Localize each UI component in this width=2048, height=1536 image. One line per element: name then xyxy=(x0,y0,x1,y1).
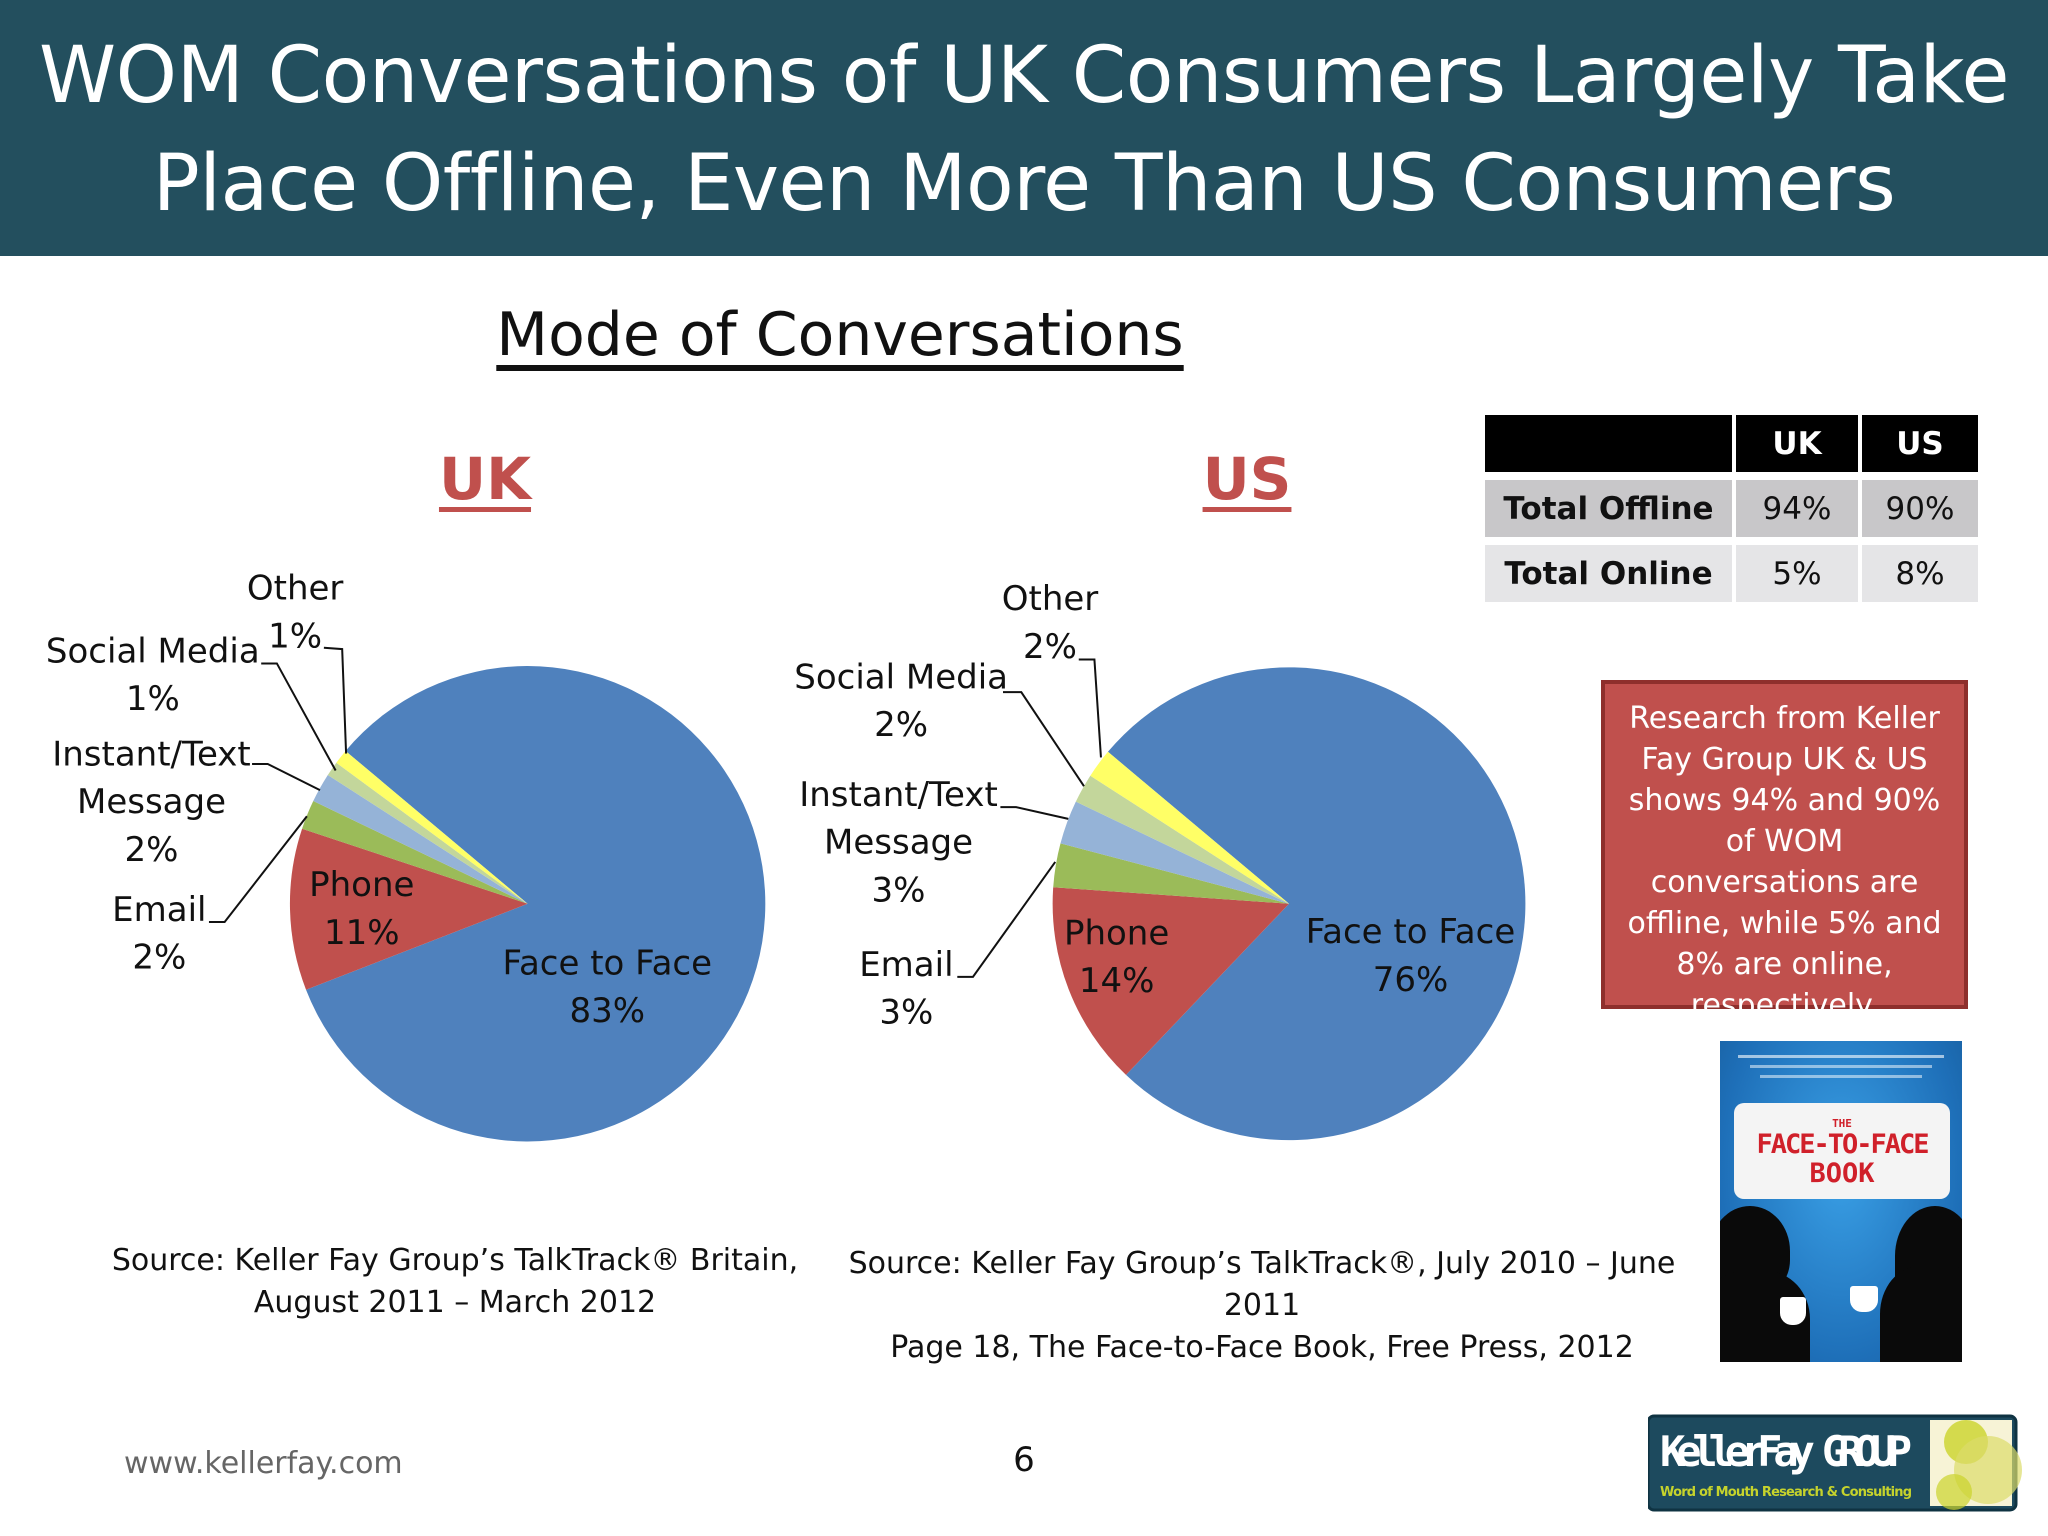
pie-slice-phone xyxy=(289,828,528,990)
uk-source-line-2: August 2011 – March 2012 xyxy=(253,1285,657,1320)
kellerfay-logo: KellerFay GROUP Word of Mouth Research &… xyxy=(1648,1414,2022,1512)
pie-slice-face-to-face xyxy=(306,666,766,1142)
leader-line xyxy=(1003,691,1085,787)
uk-value: 5% xyxy=(1736,545,1858,602)
summary-header-blank xyxy=(1485,415,1732,472)
leader-line xyxy=(1078,658,1102,758)
slide-title-line-1: WOM Conversations of UK Consumers Largel… xyxy=(39,31,2009,121)
summary-header-us: US xyxy=(1862,415,1978,472)
us-source-line-2: Page 18, The Face-to-Face Book, Free Pre… xyxy=(890,1330,1634,1365)
summary-header-uk: UK xyxy=(1736,415,1858,472)
data-label-social-media: Social Media 2% xyxy=(794,658,1008,746)
data-label-face-to-face: Face to Face 83% xyxy=(503,944,713,1032)
row-label: Total Offline xyxy=(1485,480,1732,537)
title-banner xyxy=(0,0,2048,256)
data-label-phone: Phone 11% xyxy=(309,865,414,953)
us-source: Source: Keller Fay Group’s TalkTrack®, J… xyxy=(812,1243,1712,1369)
slide-title-line-2: Place Offline, Even More Than US Consume… xyxy=(152,139,1896,229)
data-label-instant-text-message: Instant/Text Message 2% xyxy=(52,735,251,870)
cover-blurb-line xyxy=(1760,1075,1922,1078)
footer-url[interactable]: www.kellerfay.com xyxy=(124,1446,403,1481)
data-label-email: Email 2% xyxy=(112,890,206,978)
cover-title-2: BOOK xyxy=(1809,1158,1875,1189)
research-callout: Research from Keller Fay Group UK & US s… xyxy=(1601,680,1968,1023)
summary-row-online: Total Online 5% 8% xyxy=(1485,545,1978,602)
pie-slice-instant-text-message xyxy=(313,774,528,904)
pie-slice-other xyxy=(336,750,528,904)
summary-table: UK US Total Offline 94% 90% Total Online… xyxy=(1481,407,1982,610)
uk-value: 94% xyxy=(1736,480,1858,537)
pie-us: Face to Face 76% Phone 14% Email 3% Instant/Te… xyxy=(794,579,1526,1141)
leader-line xyxy=(323,646,348,754)
leader-line xyxy=(1000,806,1069,820)
cover-the: THE xyxy=(1832,1117,1852,1130)
summary-header-row: UK US xyxy=(1485,415,1978,472)
book-cover-image: THE FACE-TO-FACE BOOK xyxy=(1720,1041,1962,1362)
silhouette-body-right xyxy=(1880,1266,1962,1362)
data-label-other: Other 2% xyxy=(1002,579,1099,667)
data-label-email: Email 3% xyxy=(859,945,953,1033)
leader-line xyxy=(208,815,308,924)
cover-blurb-line xyxy=(1738,1055,1944,1058)
logo-name: KellerFay GROUP xyxy=(1660,1427,1912,1476)
leader-line xyxy=(252,763,321,792)
uk-pie-title: UK xyxy=(438,445,532,513)
data-label-other: Other 1% xyxy=(247,569,344,657)
chart-subtitle: Mode of Conversations xyxy=(496,300,1184,370)
summary-row-offline: Total Offline 94% 90% xyxy=(1485,480,1978,537)
leader-line xyxy=(261,662,337,772)
pie-uk: Face to Face 83% Phone 11% Email 2% Instant/Te… xyxy=(46,569,766,1142)
pie-slice-other xyxy=(1090,751,1290,904)
cup-icon xyxy=(1780,1297,1806,1325)
pie-slice-phone xyxy=(1052,887,1290,1075)
pie-slice-face-to-face xyxy=(1107,667,1526,1141)
data-label-social-media: Social Media 1% xyxy=(46,631,260,719)
data-label-face-to-face: Face to Face 76% xyxy=(1306,912,1516,1000)
page-number: 6 xyxy=(1013,1440,1035,1480)
row-label: Total Online xyxy=(1485,545,1732,602)
pie-slice-social-media xyxy=(1075,775,1290,904)
us-value: 8% xyxy=(1862,545,1978,602)
us-pie-title: US xyxy=(1202,445,1292,513)
logo-tagline: Word of Mouth Research & Consulting xyxy=(1660,1485,1912,1500)
uk-source-line-1: Source: Keller Fay Group’s TalkTrack® Br… xyxy=(111,1243,799,1278)
cover-title-1: FACE-TO-FACE xyxy=(1756,1129,1929,1160)
data-label-instant-text-message: Instant/Text Message 3% xyxy=(799,775,998,910)
pie-slice-email xyxy=(1053,843,1290,904)
cover-blurb-line xyxy=(1750,1065,1932,1068)
uk-source: Source: Keller Fay Group’s TalkTrack® Br… xyxy=(105,1240,805,1324)
slide-title: WOM Conversations of UK Consumers Largel… xyxy=(0,22,2048,238)
pie-slice-email xyxy=(302,801,528,904)
pie-slice-social-media xyxy=(327,762,528,904)
us-source-line-1: Source: Keller Fay Group’s TalkTrack®, J… xyxy=(848,1246,1676,1323)
cup-icon xyxy=(1850,1286,1878,1312)
pie-slice-instant-text-message xyxy=(1060,801,1290,904)
speech-bubble: THE FACE-TO-FACE BOOK xyxy=(1734,1103,1950,1199)
leader-line xyxy=(957,861,1057,978)
us-value: 90% xyxy=(1862,480,1978,537)
data-label-phone: Phone 14% xyxy=(1064,913,1169,1001)
callout-text: Research from Keller Fay Group UK & US s… xyxy=(1627,701,1942,1023)
